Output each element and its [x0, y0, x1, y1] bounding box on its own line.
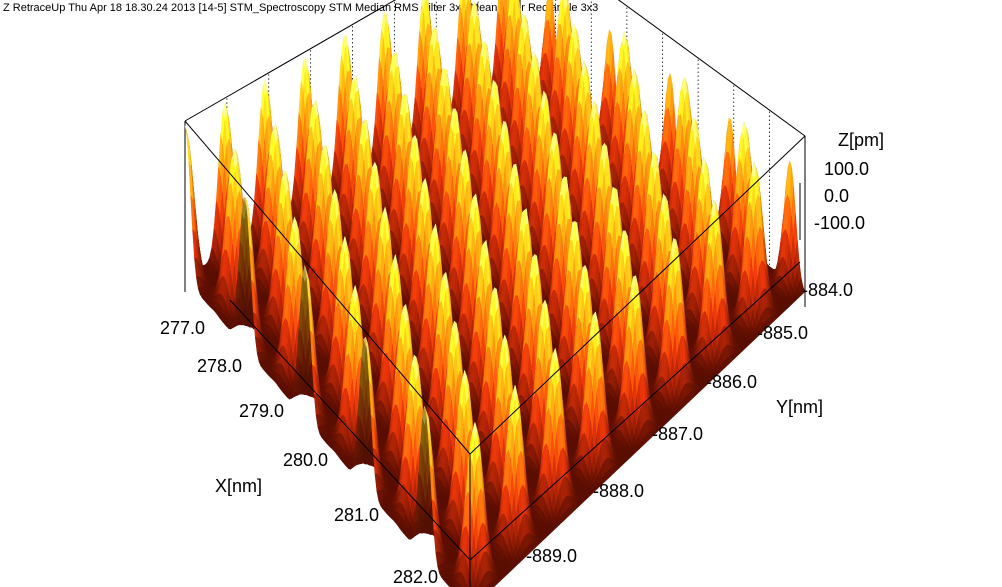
box-edge	[184, 0, 397, 122]
box-edge	[617, 0, 806, 137]
image-title: Z RetraceUp Thu Apr 18 18.30.24 2013 [14…	[3, 2, 598, 14]
surface-mesh	[184, 0, 806, 587]
